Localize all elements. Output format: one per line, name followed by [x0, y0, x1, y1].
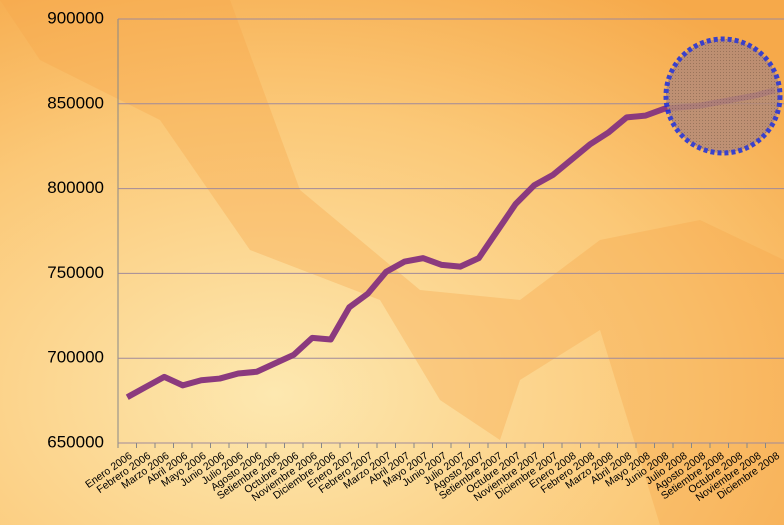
y-tick-label: 800000: [47, 178, 104, 197]
y-tick-label: 850000: [47, 93, 104, 112]
y-tick-label: 650000: [47, 432, 104, 451]
y-tick-label: 750000: [47, 263, 104, 282]
y-tick-label: 900000: [47, 8, 104, 27]
data-line: [125, 87, 776, 400]
y-tick-label: 700000: [47, 348, 104, 367]
highlight-circle: [663, 36, 783, 156]
